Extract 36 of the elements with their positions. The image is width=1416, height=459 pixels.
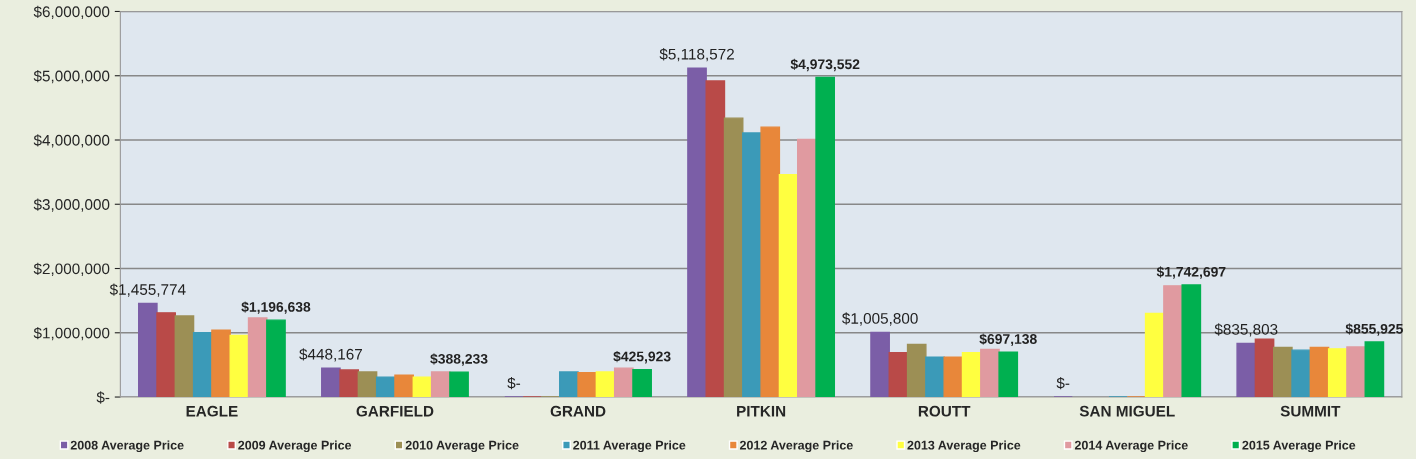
data-label: $- [1056,377,1070,390]
y-tick-label: $6,000,000 [33,5,110,19]
data-label: $4,973,552 [790,58,860,72]
data-label: $697,138 [979,333,1037,346]
legend-label: 2011 Average Price [573,440,686,453]
data-label: $425,923 [613,350,671,364]
legend-label: 2009 Average Price [238,440,352,453]
y-tick-label: $- [96,391,110,404]
x-tick-label: SAN MIGUEL [1079,405,1175,417]
data-label: $835,803 [1214,323,1278,337]
data-label: $388,233 [430,353,488,366]
x-tick-label: GRAND [550,405,606,417]
y-tick-label: $1,000,000 [33,327,110,341]
data-label: $1,196,638 [241,301,311,314]
data-label: $1,005,800 [842,312,918,326]
y-tick-label: $2,000,000 [33,262,110,277]
x-tick-label: SUMMIT [1280,405,1341,417]
x-tick-label: EAGLE [186,405,238,417]
data-label: $855,925 [1345,323,1403,336]
legend-label: 2013 Average Price [907,440,1021,453]
data-label: $1,455,774 [109,283,186,297]
x-tick-label: ROUTT [918,405,971,417]
x-tick-label: GARFIELD [356,405,434,417]
y-tick-label: $4,000,000 [33,134,110,148]
x-tick-label: PITKIN [737,405,786,417]
legend-label: 2010 Average Price [405,440,519,453]
y-tick-label: $3,000,000 [33,198,110,212]
y-tick-label: $5,000,000 [33,69,110,84]
data-label: $1,742,697 [1156,266,1226,279]
data-label: $5,118,572 [659,48,734,62]
legend-label: 2015 Average Price [1242,440,1356,453]
legend-label: 2012 Average Price [739,440,853,453]
data-label: $448,167 [299,348,362,362]
legend-label: 2014 Average Price [1074,440,1188,453]
legend-label: 2008 Average Price [70,440,184,453]
data-label: $- [507,377,521,390]
